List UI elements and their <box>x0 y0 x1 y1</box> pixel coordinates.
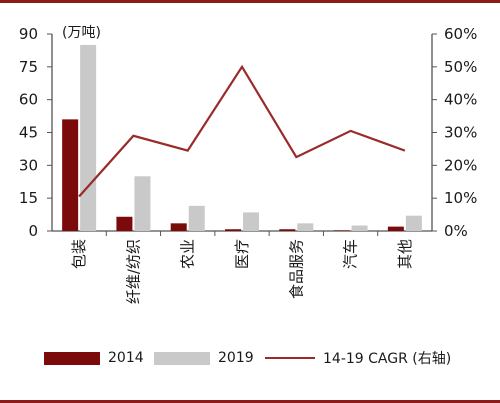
legend-item-cagr: 14-19 CAGR (右轴) <box>265 346 451 370</box>
right-tick-label: 30% <box>444 124 477 142</box>
right-tick-label: 50% <box>444 58 477 76</box>
bar-2014 <box>279 229 296 231</box>
bar-2019 <box>405 215 422 231</box>
bar-2014 <box>225 229 241 231</box>
bar-2019 <box>297 223 314 231</box>
bar-2019 <box>80 44 97 231</box>
axes <box>51 34 433 232</box>
bar-2014 <box>387 226 404 231</box>
bar-2014 <box>170 223 187 231</box>
legend: 2014 2019 14-19 CAGR (右轴) <box>0 346 500 370</box>
right-tick-label: 10% <box>444 189 477 207</box>
legend-label-2014: 2014 <box>108 350 144 366</box>
category-labels: 包装 纤维/纺织 农业 医疗 食品服务 汽车 其他 <box>70 231 414 304</box>
left-tick-label: 90 <box>19 25 38 43</box>
legend-item-2019: 2019 <box>154 346 254 370</box>
bars <box>62 44 422 231</box>
category-label: 其他 <box>396 239 414 269</box>
unit-label: (万吨) <box>62 25 101 41</box>
bar-2019 <box>134 176 151 231</box>
legend-line-cagr <box>265 357 315 359</box>
right-tick-label: 40% <box>444 91 477 109</box>
bar-2019 <box>243 212 259 231</box>
legend-label-cagr: 14-19 CAGR (右轴) <box>323 351 452 367</box>
bar-2019 <box>351 225 368 231</box>
category-label: 医疗 <box>233 239 251 269</box>
category-label: 农业 <box>179 239 197 269</box>
left-tick-label: 15 <box>19 189 38 207</box>
legend-item-2014: 2014 <box>44 346 144 370</box>
left-tick-label: 60 <box>19 91 38 109</box>
cagr-line <box>78 64 406 198</box>
right-tick-label: 0% <box>444 222 468 240</box>
bottom-rule <box>0 400 500 403</box>
legend-swatch-2014 <box>44 351 100 365</box>
right-tick-label: 20% <box>444 156 477 174</box>
cagr-polyline <box>78 64 406 198</box>
legend-swatch-2019 <box>154 351 210 365</box>
category-label: 纤维/纺织 <box>124 239 142 304</box>
left-tick-label: 0 <box>28 222 38 240</box>
left-axis-ticks: 0 15 30 45 60 75 90 <box>19 25 52 240</box>
left-tick-label: 75 <box>19 58 38 76</box>
right-tick-label: 60% <box>444 25 477 43</box>
category-label: 汽车 <box>342 239 360 269</box>
bar-2014 <box>116 216 133 231</box>
bar-2019 <box>188 205 205 231</box>
category-label: 包装 <box>70 239 88 269</box>
left-tick-label: 30 <box>19 156 38 174</box>
top-rule <box>0 0 500 3</box>
left-tick-label: 45 <box>19 124 38 142</box>
category-label: 食品服务 <box>287 239 305 299</box>
bar-2014 <box>62 119 79 231</box>
right-axis-ticks: 0% 10% 20% 30% 40% 50% 60% <box>432 25 477 240</box>
bar-2014 <box>333 230 350 231</box>
legend-label-2019: 2019 <box>218 350 254 366</box>
